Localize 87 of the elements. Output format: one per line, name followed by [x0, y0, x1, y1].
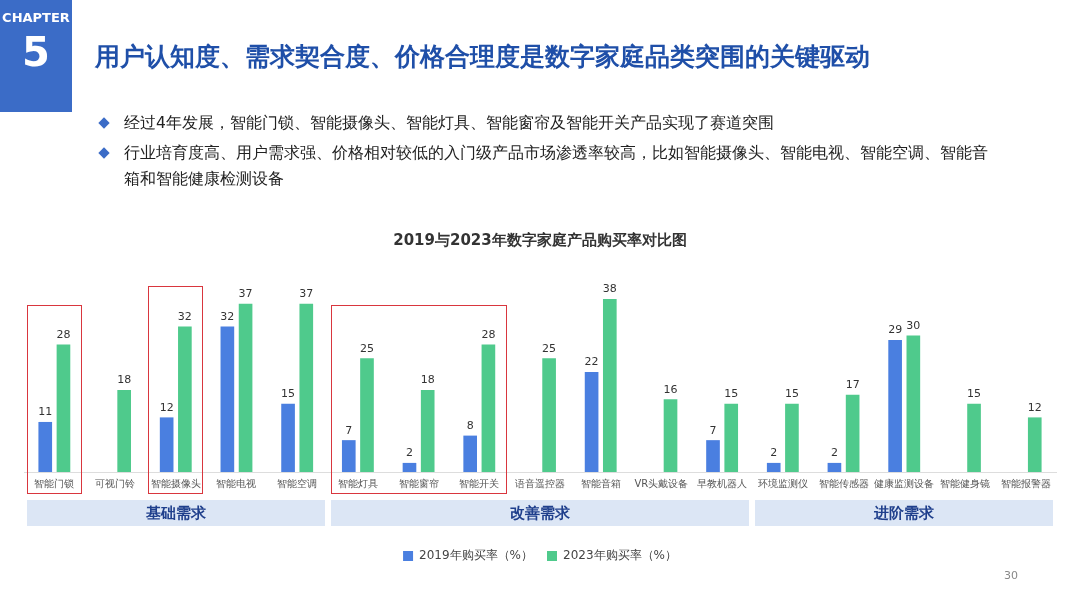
data-label: 15	[724, 387, 739, 401]
bar	[1027, 417, 1042, 472]
bar	[360, 358, 374, 472]
bar	[341, 440, 356, 472]
bar	[706, 440, 720, 472]
x-tick-label: 智能灯具	[337, 477, 378, 489]
bar	[159, 417, 174, 472]
bar	[420, 390, 435, 472]
bar	[463, 435, 478, 472]
bar	[785, 403, 799, 472]
legend-label: 2023年购买率（%）	[563, 548, 677, 563]
data-label: 15	[281, 387, 296, 401]
x-tick-label: 智能传感器	[818, 477, 869, 489]
text: 30	[1004, 569, 1018, 582]
bar	[967, 403, 981, 472]
data-label: 7	[345, 423, 353, 437]
data-label: 38	[602, 282, 617, 296]
bar	[724, 403, 739, 472]
bar	[56, 344, 71, 472]
text: 行业培育度高、用户需求强、价格相对较低的入门级产品市场渗透率较高，比如智能摄像头、智能电视、智能空调、智能音箱和智能健康检测设备	[124, 143, 989, 190]
data-label: 25	[359, 341, 374, 355]
data-label: 18	[420, 373, 435, 387]
data-label: 30	[906, 318, 921, 332]
x-tick-label: 智能报警器	[1000, 477, 1051, 489]
bar	[238, 303, 253, 472]
bar	[663, 399, 678, 472]
x-tick-label: 智能开关	[459, 477, 500, 489]
text: 基础需求	[27, 500, 325, 526]
bar	[827, 462, 842, 472]
legend-label: 2019年购买率（%）	[419, 548, 534, 563]
data-label: 28	[481, 327, 496, 341]
bar	[281, 403, 295, 472]
bar	[845, 394, 860, 472]
x-tick-label: 智能健身镜	[939, 477, 990, 489]
bar	[38, 421, 53, 472]
data-label: 12	[1027, 400, 1042, 414]
data-label: 37	[238, 287, 253, 301]
text: 5	[21, 29, 51, 75]
text: 进阶需求	[755, 500, 1053, 526]
bar	[542, 358, 556, 472]
x-tick-label: 智能窗帘	[398, 477, 439, 489]
x-tick-label: 可视门铃	[95, 477, 136, 489]
data-label: 15	[784, 387, 799, 401]
chart-title: 2019与2023年数字家庭产品购买率对比图	[393, 230, 687, 249]
data-label: 29	[888, 323, 903, 337]
data-label: 22	[584, 355, 599, 369]
data-label: 18	[117, 373, 132, 387]
bar	[299, 303, 314, 472]
data-label: 28	[56, 327, 71, 341]
bar	[402, 462, 417, 472]
text: 用户认知度、需求契合度、价格合理度是数字家庭品类突围的关键驱动	[95, 41, 870, 73]
bar	[220, 326, 235, 472]
bar	[766, 462, 781, 472]
data-label: 11	[38, 405, 53, 419]
data-label: 32	[220, 309, 235, 323]
text: CHAPTER	[1, 10, 71, 25]
data-label: 7	[709, 423, 717, 437]
data-label: 32	[177, 309, 192, 323]
x-tick-label: VR头戴设备	[634, 477, 689, 489]
data-label: 8	[466, 418, 474, 432]
text: 经过4年发展，智能门锁、智能摄像头、智能灯具、智能窗帘及智能开关产品实现了赛道突围	[124, 113, 774, 134]
data-label: 17	[845, 378, 860, 392]
data-label: 25	[542, 341, 557, 355]
data-label: 37	[299, 287, 314, 301]
bar	[906, 335, 921, 472]
bar	[584, 371, 599, 472]
x-tick-label: 智能电视	[216, 477, 257, 489]
data-label: 16	[663, 382, 678, 396]
data-label: 12	[159, 400, 174, 414]
data-label: 15	[967, 387, 982, 401]
x-tick-label: 环境监测仪	[757, 477, 808, 489]
bar	[888, 340, 902, 472]
x-tick-label: 智能空调	[277, 477, 318, 489]
data-label: 2	[770, 446, 778, 460]
x-tick-label: 智能摄像头	[150, 477, 201, 489]
x-tick-label: 早教机器人	[697, 477, 748, 489]
text: 改善需求	[330, 500, 750, 526]
x-tick-label: 健康监测设备	[874, 477, 935, 489]
bar	[481, 344, 496, 472]
data-label: 2	[405, 446, 413, 460]
x-tick-label: 语音遥控器	[515, 477, 565, 489]
x-tick-label: 智能门锁	[34, 477, 75, 489]
bar	[178, 326, 192, 472]
data-label: 2	[830, 446, 838, 460]
x-tick-label: 智能音箱	[580, 477, 621, 489]
bar	[602, 299, 617, 472]
bar	[117, 390, 131, 472]
